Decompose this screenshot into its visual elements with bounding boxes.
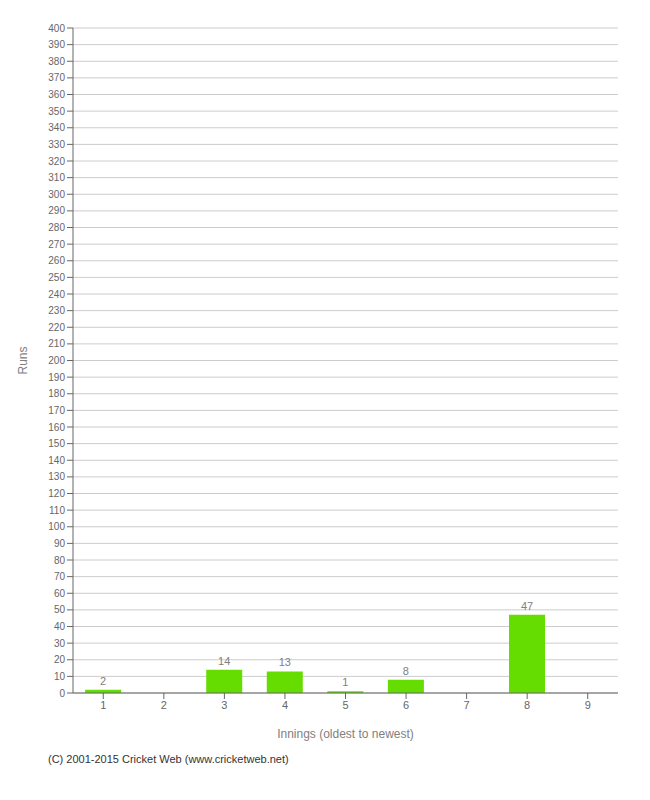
svg-text:380: 380: [48, 56, 65, 67]
svg-text:4: 4: [282, 699, 288, 711]
svg-text:110: 110: [49, 505, 65, 516]
svg-text:290: 290: [48, 205, 65, 216]
svg-text:50: 50: [54, 604, 66, 615]
svg-text:350: 350: [48, 106, 65, 117]
svg-text:1: 1: [100, 699, 106, 711]
svg-text:0: 0: [59, 688, 65, 699]
svg-text:200: 200: [48, 355, 65, 366]
svg-text:180: 180: [48, 388, 65, 399]
svg-text:2: 2: [161, 699, 167, 711]
svg-text:8: 8: [403, 665, 409, 677]
svg-text:210: 210: [48, 338, 65, 349]
svg-text:190: 190: [48, 372, 65, 383]
svg-text:1: 1: [342, 676, 348, 688]
svg-text:250: 250: [48, 272, 65, 283]
svg-text:40: 40: [54, 621, 66, 632]
svg-text:60: 60: [54, 588, 66, 599]
svg-text:280: 280: [48, 222, 65, 233]
svg-text:20: 20: [54, 654, 66, 665]
svg-text:100: 100: [48, 521, 65, 532]
svg-text:230: 230: [48, 305, 65, 316]
svg-text:Runs: Runs: [16, 346, 30, 374]
svg-text:6: 6: [403, 699, 409, 711]
svg-text:140: 140: [48, 455, 65, 466]
svg-text:310: 310: [48, 172, 65, 183]
svg-text:120: 120: [48, 488, 65, 499]
svg-text:47: 47: [521, 600, 533, 612]
svg-text:360: 360: [48, 89, 65, 100]
svg-text:2: 2: [100, 675, 106, 687]
svg-text:13: 13: [279, 656, 291, 668]
svg-text:Innings (oldest to newest): Innings (oldest to newest): [277, 727, 414, 741]
svg-text:370: 370: [48, 72, 65, 83]
svg-text:300: 300: [48, 189, 65, 200]
svg-text:130: 130: [48, 471, 65, 482]
svg-text:320: 320: [48, 156, 65, 167]
svg-text:150: 150: [48, 438, 65, 449]
svg-text:5: 5: [342, 699, 348, 711]
html-text:(C) 2001-2015 Cricket Web (www: (C) 2001-2015 Cricket Web (www.cricketwe…: [48, 753, 289, 765]
svg-text:80: 80: [54, 555, 66, 566]
svg-text:8: 8: [524, 699, 530, 711]
svg-text:270: 270: [48, 239, 65, 250]
svg-text:7: 7: [464, 699, 470, 711]
svg-text:240: 240: [48, 289, 65, 300]
svg-text:400: 400: [48, 23, 65, 34]
svg-text:14: 14: [218, 655, 230, 667]
svg-text:3: 3: [221, 699, 227, 711]
svg-text:220: 220: [48, 322, 65, 333]
svg-text:9: 9: [585, 699, 591, 711]
svg-text:160: 160: [48, 422, 65, 433]
svg-text:330: 330: [48, 139, 65, 150]
svg-text:90: 90: [54, 538, 66, 549]
svg-text:30: 30: [54, 638, 66, 649]
svg-text:170: 170: [48, 405, 65, 416]
svg-text:70: 70: [54, 571, 66, 582]
svg-text:10: 10: [54, 671, 66, 682]
svg-text:260: 260: [48, 255, 65, 266]
svg-text:340: 340: [48, 122, 65, 133]
svg-text:390: 390: [48, 39, 65, 50]
